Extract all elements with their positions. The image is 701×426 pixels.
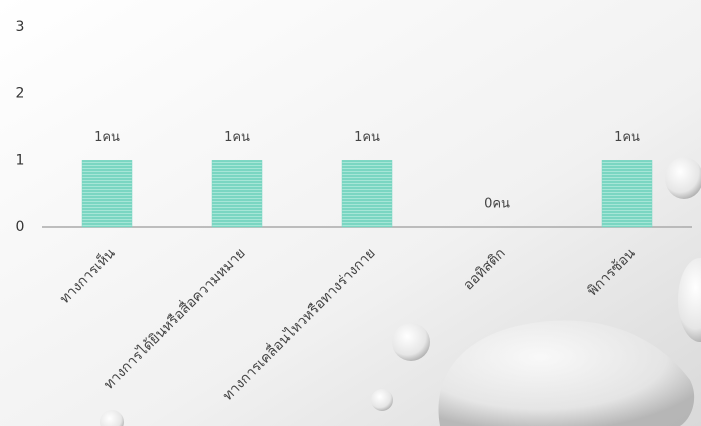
bar [81,160,133,228]
water-drop [438,320,695,426]
y-tick-label: 1 [16,152,25,168]
water-drop [665,157,701,199]
bar [341,160,393,228]
water-drop [371,389,393,411]
value-label: 0คน [484,197,510,212]
water-drop [392,323,430,361]
y-tick-label: 3 [16,19,25,35]
value-label: 1คน [224,130,250,145]
water-drop [100,410,124,426]
y-tick-label: 0 [16,219,25,235]
water-drop [678,258,701,342]
value-label: 1คน [354,130,380,145]
value-label: 1คน [614,130,640,145]
value-label: 1คน [94,130,120,145]
y-tick-label: 2 [16,86,25,102]
bar [601,160,653,228]
bar [211,160,263,228]
